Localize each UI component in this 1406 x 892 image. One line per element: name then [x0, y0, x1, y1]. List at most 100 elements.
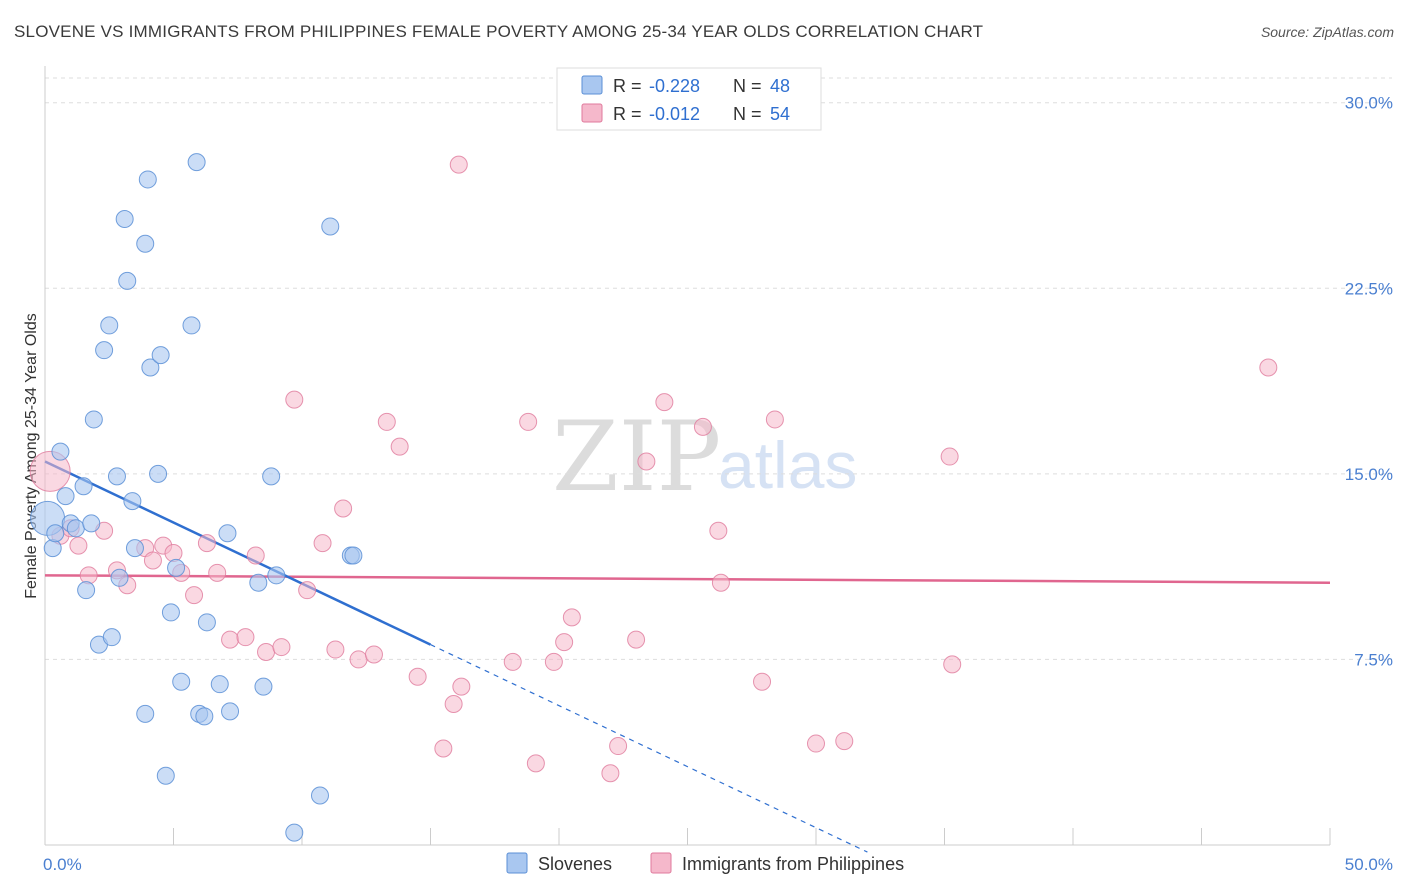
legend-n-value: 48	[770, 76, 790, 96]
legend-r-label: R =	[613, 76, 642, 96]
data-point-philippines	[655, 393, 674, 412]
x-tick-labels: 0.0% 50.0%	[43, 855, 1393, 874]
data-point-slovenes	[218, 524, 237, 543]
legend-swatch-slovenes	[581, 75, 603, 95]
data-point-philippines	[807, 734, 825, 753]
data-point-philippines	[257, 643, 276, 662]
watermark-zip: ZIP	[552, 401, 721, 513]
data-point-philippines	[519, 412, 538, 431]
data-point-slovenes	[46, 524, 65, 543]
data-point-philippines	[1259, 358, 1278, 377]
legend-swatch-philippines	[650, 852, 672, 874]
source-credit: Source: ZipAtlas.com	[1260, 24, 1394, 40]
legend-r-label: R =	[613, 104, 642, 124]
data-point-philippines	[526, 754, 545, 773]
trend-lines	[44, 460, 1331, 853]
data-point-slovenes	[182, 316, 201, 335]
grid-lines	[45, 77, 1392, 660]
data-point-slovenes	[84, 410, 103, 429]
legend-label-philippines: Immigrants from Philippines	[682, 854, 904, 874]
y-tick-label: 22.5%	[1345, 279, 1393, 298]
data-point-philippines	[835, 732, 854, 751]
data-point-slovenes	[156, 766, 175, 785]
data-point-slovenes	[102, 628, 121, 647]
data-point-philippines	[221, 630, 240, 649]
legend-n-label: N =	[733, 104, 762, 124]
data-point-philippines	[143, 551, 162, 570]
data-point-slovenes	[187, 153, 206, 172]
data-point-slovenes	[136, 234, 155, 253]
x-tick-label: 0.0%	[43, 855, 82, 874]
legend-r-value: -0.228	[649, 76, 700, 96]
series-legend: Slovenes Immigrants from Philippines	[506, 852, 904, 874]
data-point-slovenes	[95, 341, 114, 360]
data-point-slovenes	[210, 675, 229, 694]
data-point-philippines	[711, 573, 730, 592]
data-point-philippines	[164, 544, 183, 563]
data-point-slovenes	[262, 467, 281, 486]
watermark-atlas: atlas	[718, 428, 857, 502]
chart-title: SLOVENE VS IMMIGRANTS FROM PHILIPPINES F…	[14, 22, 984, 41]
data-point-philippines	[390, 437, 409, 456]
data-point-philippines	[503, 652, 522, 671]
data-point-slovenes	[66, 519, 85, 538]
data-point-philippines	[246, 546, 265, 565]
data-point-slovenes	[197, 613, 216, 632]
data-point-philippines	[637, 452, 656, 471]
data-point-philippines	[555, 633, 574, 652]
data-point-philippines	[272, 638, 291, 657]
data-point-slovenes	[310, 786, 329, 805]
data-point-philippines	[79, 566, 98, 585]
data-point-philippines	[377, 412, 396, 431]
data-point-slovenes	[77, 581, 96, 600]
legend-n-value: 54	[770, 104, 790, 124]
data-point-philippines	[285, 390, 304, 409]
data-point-philippines	[349, 650, 368, 669]
y-tick-labels: 7.5% 15.0% 22.5% 30.0%	[1345, 94, 1393, 670]
data-point-philippines	[334, 499, 353, 518]
data-point-slovenes	[151, 346, 170, 365]
data-point-philippines	[69, 536, 88, 555]
trend-line-slovenes	[44, 460, 432, 646]
data-point-slovenes	[56, 487, 75, 506]
data-point-slovenes	[136, 704, 155, 723]
data-point-philippines	[197, 534, 216, 553]
data-point-slovenes	[195, 707, 214, 726]
data-point-philippines	[326, 640, 345, 659]
data-point-slovenes	[221, 702, 240, 721]
data-point-slovenes	[107, 467, 126, 486]
legend-r-value: -0.012	[649, 104, 700, 124]
series-immigrants-from-philippines	[29, 155, 1278, 783]
data-point-philippines	[449, 155, 468, 174]
data-point-philippines	[709, 521, 728, 540]
data-point-slovenes	[115, 210, 134, 229]
data-point-philippines	[627, 630, 646, 649]
y-tick-label: 7.5%	[1354, 650, 1393, 669]
data-point-philippines	[236, 628, 255, 647]
data-point-slovenes	[125, 539, 144, 558]
data-point-slovenes	[74, 477, 93, 496]
data-point-slovenes	[172, 672, 191, 691]
data-point-slovenes	[110, 568, 129, 587]
series-slovenes	[30, 153, 363, 842]
data-point-philippines	[444, 694, 463, 713]
data-point-slovenes	[123, 492, 142, 511]
data-point-philippines	[313, 534, 332, 553]
data-point-slovenes	[149, 464, 168, 483]
legend-swatch-slovenes	[506, 852, 528, 874]
data-point-slovenes	[267, 566, 286, 585]
data-point-slovenes	[344, 546, 363, 565]
data-point-philippines	[562, 608, 581, 627]
trend-line-philippines	[44, 574, 1331, 584]
data-point-philippines	[298, 581, 317, 600]
data-point-philippines	[544, 652, 563, 671]
legend-swatch-philippines	[581, 103, 603, 123]
data-point-slovenes	[254, 677, 273, 696]
data-point-slovenes	[100, 316, 119, 335]
data-point-philippines	[434, 739, 453, 758]
trend-line-slovenes-extension	[430, 644, 868, 853]
data-point-philippines	[753, 672, 772, 691]
data-point-slovenes	[167, 558, 186, 577]
data-point-philippines	[185, 586, 204, 605]
